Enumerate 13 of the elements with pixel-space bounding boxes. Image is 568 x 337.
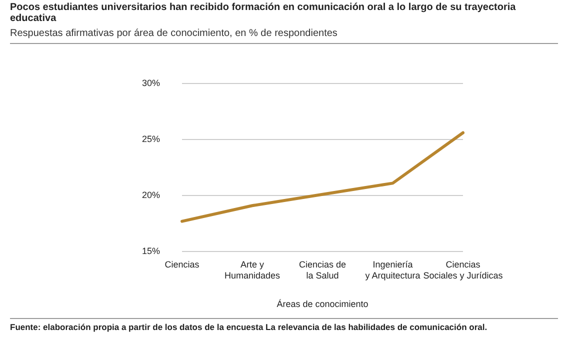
source-note: Fuente: elaboración propia a partir de los datos de la encuesta La relevancia de las habilidades de comunicación oral.	[10, 322, 488, 332]
x-axis-title: Áreas de conocimiento	[276, 299, 368, 310]
x-tick-label: Ciencias de la Salud	[298, 259, 346, 280]
x-tick-label: Arte y Humanidades	[224, 259, 281, 280]
y-tick-label: 15%	[142, 246, 160, 256]
chart-title: Pocos estudiantes universitarios han recibido formación en comunicación oral a lo largo de su trayectoria educativa	[10, 2, 517, 24]
y-tick-label: 20%	[142, 190, 160, 200]
y-tick-label: 30%	[142, 78, 160, 88]
x-tick-label: Ingeniería y Arquitectura	[365, 259, 420, 280]
y-tick-label: 25%	[142, 134, 160, 144]
x-tick-label: Ciencias Sociales y Jurídicas	[423, 259, 504, 280]
x-tick-label: Ciencias	[164, 259, 200, 270]
chart-subtitle: Respuestas afirmativas por área de conocimiento, en % de respondientes	[10, 28, 338, 39]
